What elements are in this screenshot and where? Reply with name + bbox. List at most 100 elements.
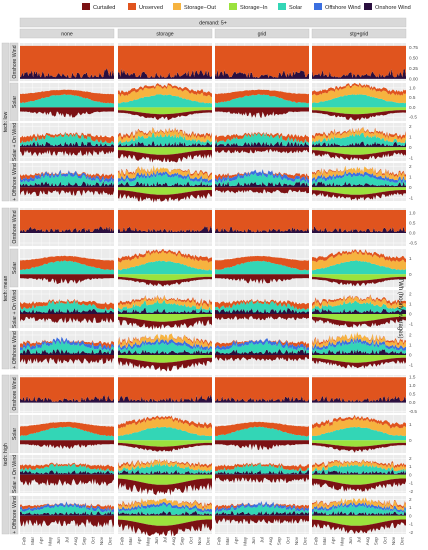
unserved-area <box>215 377 309 402</box>
tech-strip <box>1 374 10 535</box>
legend-swatch <box>278 3 286 10</box>
facet-panel <box>118 83 212 121</box>
facet-panel <box>312 208 406 246</box>
curtailed-area <box>20 147 114 157</box>
curtailed-area <box>215 314 309 321</box>
y-tick-label: 0 <box>409 185 412 190</box>
onshore-wind-area <box>312 510 406 516</box>
onshore-wind-area <box>118 469 212 475</box>
unserved-area <box>215 169 309 181</box>
storage-out-area <box>312 165 406 181</box>
curtailed-area <box>118 478 212 496</box>
onshore-wind-area <box>215 395 309 403</box>
onshore-wind-area <box>215 308 309 314</box>
solar-area <box>20 94 114 108</box>
solar-area <box>312 260 406 275</box>
y-tick-label: -0.5 <box>409 241 417 246</box>
legend-swatch <box>128 3 136 10</box>
y-tick-label: -2 <box>409 530 414 535</box>
solar-area <box>20 426 114 441</box>
onshore-wind-area <box>215 69 309 79</box>
onshore-wind-area <box>20 141 114 148</box>
tech-strip <box>1 207 10 370</box>
unserved-area <box>215 45 309 78</box>
solar-area <box>312 340 406 354</box>
facet-panel <box>312 249 406 287</box>
unserved-area <box>20 501 114 511</box>
onshore-wind-area <box>20 68 114 79</box>
y-tick-label: 0 <box>409 513 412 518</box>
column-strip-label: stg+grid <box>350 32 369 38</box>
x-tick-label: Apr <box>137 537 142 545</box>
curtailed-area <box>20 515 114 528</box>
x-tick-label: Oct <box>90 536 95 544</box>
solar-area <box>20 132 114 147</box>
curtailed-area <box>312 442 406 453</box>
onshore-wind-area <box>312 181 406 188</box>
storage-in-area <box>312 474 406 485</box>
facet-panel <box>215 208 309 246</box>
x-tick-label: Oct <box>382 536 387 544</box>
unserved-area <box>118 248 212 263</box>
storage-in-area <box>312 147 406 155</box>
onshore-wind-area <box>118 308 212 314</box>
row-strip <box>9 374 19 414</box>
unserved-area <box>20 131 114 144</box>
facet-panel <box>215 331 309 369</box>
onshore-wind-area <box>20 181 114 188</box>
curtailed-area <box>118 110 212 121</box>
x-tick-label: Dec <box>303 536 308 545</box>
y-tick-label: 1 <box>409 302 412 307</box>
x-tick-label: Mar <box>128 537 133 545</box>
curtailed-area <box>312 276 406 287</box>
unserved-area <box>312 165 406 178</box>
curtailed-area <box>215 274 309 285</box>
row-strip-label: Onshore Wind <box>12 210 18 243</box>
x-tick-label: Jul <box>163 537 168 543</box>
x-tick-label: Dec <box>400 536 405 545</box>
solar-area <box>312 132 406 147</box>
facet-panel <box>312 163 406 201</box>
unserved-area <box>312 294 406 307</box>
storage-in-area <box>118 187 212 195</box>
y-axis-title: TWh (hourly averages) <box>397 277 403 338</box>
y-tick-label: 0.0 <box>409 231 416 236</box>
unserved-area <box>215 298 309 310</box>
x-tick-label: Oct <box>285 536 290 544</box>
storage-out-area <box>312 251 406 271</box>
facet-panel <box>20 455 114 493</box>
legend-label: Unserved <box>139 5 163 11</box>
row-strip <box>9 42 19 82</box>
x-tick-label: Nov <box>391 536 396 545</box>
unserved-area <box>20 336 114 349</box>
x-tick-label: May <box>339 536 344 545</box>
facet-panel <box>118 415 212 453</box>
legend-label: Storage−Out <box>184 5 216 11</box>
row-strip-label: + Offshore Wind <box>12 496 18 534</box>
curtailed-area <box>215 515 309 525</box>
unserved-area <box>312 377 406 402</box>
onshore-wind-area <box>215 141 309 148</box>
curtailed-area <box>20 107 114 118</box>
y-tick-label: 1 <box>409 256 412 261</box>
y-tick-label: 0.75 <box>409 45 418 50</box>
row-strip <box>9 289 19 329</box>
solar-area <box>20 299 114 313</box>
curtailed-area <box>118 150 212 163</box>
solar-area <box>118 299 212 313</box>
x-tick-label: Jun <box>154 537 159 545</box>
solar-area <box>20 504 114 515</box>
y-tick-label: 2 <box>409 497 412 502</box>
solar-area <box>215 132 309 147</box>
y-tick-label: 2 <box>409 456 412 461</box>
x-tick-label: Sep <box>82 537 87 546</box>
curtailed-area <box>20 274 114 284</box>
y-tick-label: 2 <box>409 292 412 297</box>
facet-panel <box>20 415 114 453</box>
facet-panel <box>20 208 114 246</box>
x-tick-label: Mar <box>322 537 327 545</box>
solar-area <box>312 94 406 108</box>
facet-panel <box>215 415 309 453</box>
solar-area <box>215 299 309 313</box>
y-tick-label: 2 <box>409 164 412 169</box>
